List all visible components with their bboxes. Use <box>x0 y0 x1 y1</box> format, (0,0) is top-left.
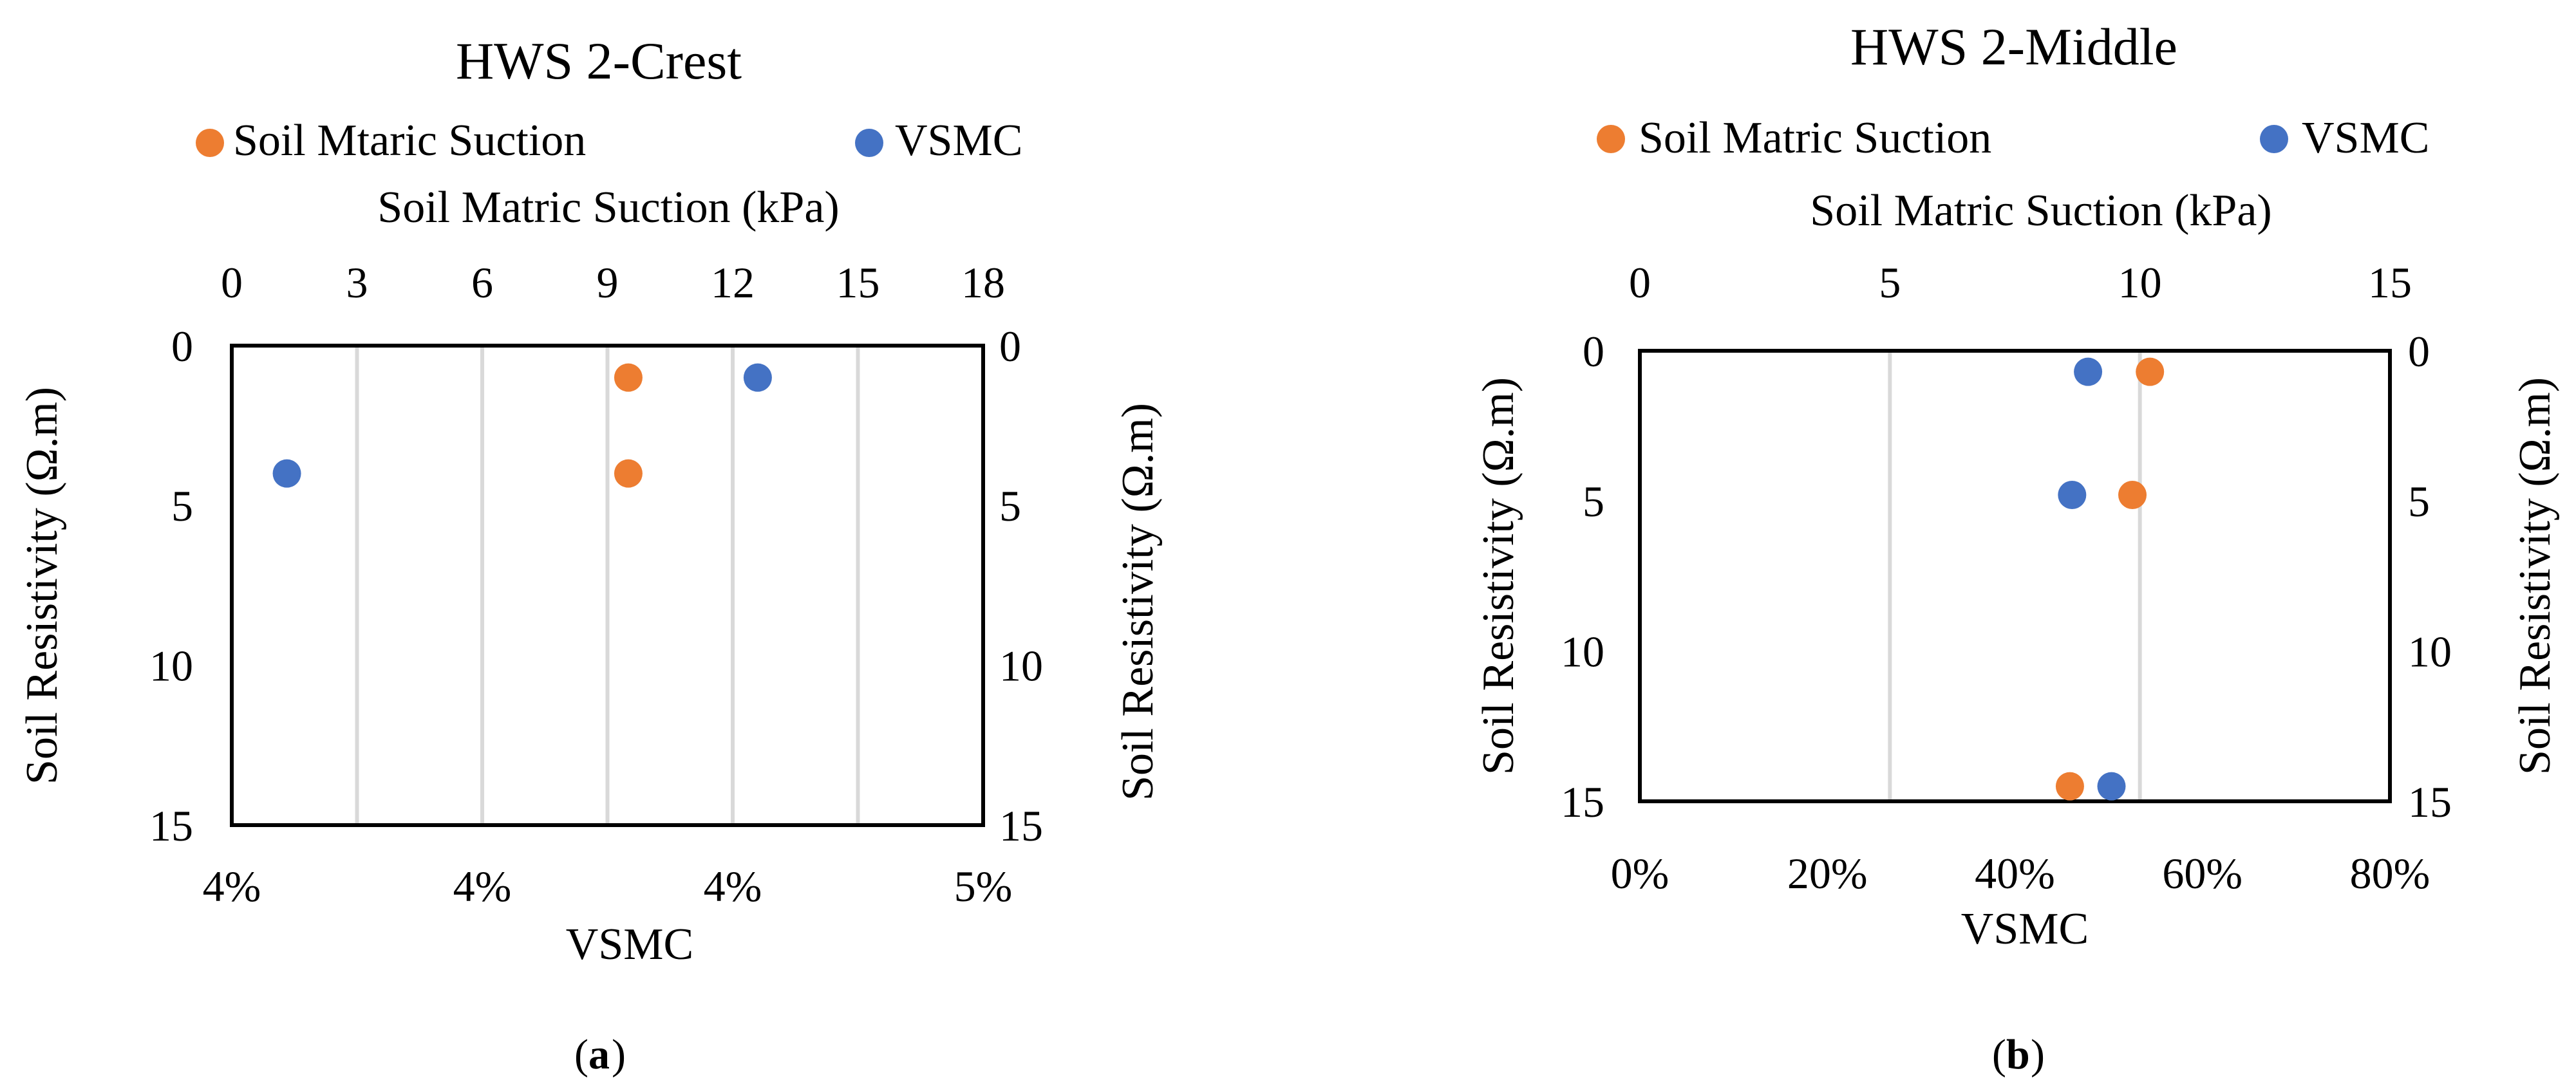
vsmc-point <box>2097 772 2126 801</box>
left-tick-label: 15 <box>149 801 193 850</box>
caption-close-paren: ) <box>612 1031 626 1078</box>
caption-open-paren: ( <box>574 1031 588 1078</box>
top-tick-label: 18 <box>961 258 1005 307</box>
soil-suction-point <box>2118 481 2147 509</box>
chart-title: HWS 2-Crest <box>456 32 742 90</box>
legend-label-vsmc: VSMC <box>895 116 1022 165</box>
soil-suction-point <box>614 459 643 488</box>
soil-suction-point <box>2055 772 2084 801</box>
right-tick-label: 10 <box>999 641 1043 690</box>
right-axis-ticks: 0 5 10 15 <box>2408 327 2452 826</box>
top-tick-label: 3 <box>346 258 368 307</box>
vsmc-point <box>2074 357 2103 386</box>
data-points <box>272 363 772 488</box>
bottom-tick-label: 4% <box>453 862 512 911</box>
top-axis-ticks: 0 3 6 9 12 15 18 <box>221 258 1005 307</box>
bottom-axis-label: VSMC <box>566 920 693 969</box>
soil-suction-point <box>614 363 643 392</box>
data-points <box>2055 357 2165 801</box>
left-tick-label: 10 <box>1561 627 1604 676</box>
left-axis-ticks: 0 5 10 15 <box>149 322 193 850</box>
top-tick-label: 0 <box>221 258 243 307</box>
right-tick-label: 10 <box>2408 627 2452 676</box>
right-tick-label: 0 <box>2408 327 2430 376</box>
top-tick-label: 6 <box>471 258 493 307</box>
right-axis-label: Soil Resistivity (Ω.m) <box>2510 377 2560 775</box>
right-tick-label: 5 <box>2408 477 2430 526</box>
legend-marker-soil-suction <box>196 129 224 157</box>
top-axis-ticks: 0 5 10 15 <box>1629 258 2412 307</box>
top-tick-label: 15 <box>2368 258 2412 307</box>
vsmc-point <box>743 363 772 392</box>
chart-panel-a: HWS 2-Crest Soil Mtaric Suction VSMC Soi… <box>17 32 1163 1078</box>
bottom-axis-ticks: 0% 20% 40% 60% 80% <box>1611 849 2430 898</box>
bottom-tick-label: 4% <box>704 862 762 911</box>
legend-label-vsmc: VSMC <box>2302 113 2429 163</box>
plot-area <box>230 344 985 827</box>
top-tick-label: 5 <box>1879 258 1901 307</box>
left-axis-ticks: 0 5 10 15 <box>1561 327 1604 826</box>
left-axis-label: Soil Resistivity (Ω.m) <box>17 387 67 785</box>
top-axis-label: Soil Matric Suction (kPa) <box>377 183 839 232</box>
caption-close-paren: ) <box>2031 1031 2045 1078</box>
right-tick-label: 15 <box>2408 777 2452 826</box>
left-tick-label: 0 <box>1583 327 1604 376</box>
bottom-tick-label: 0% <box>1611 849 1669 898</box>
bottom-tick-label: 20% <box>1787 849 1868 898</box>
bottom-tick-label: 5% <box>954 862 1013 911</box>
plot-area <box>1638 349 2392 803</box>
bottom-tick-label: 40% <box>1975 849 2055 898</box>
bottom-tick-label: 60% <box>2162 849 2242 898</box>
top-tick-label: 10 <box>2118 258 2162 307</box>
vsmc-point <box>2058 481 2087 509</box>
top-tick-label: 12 <box>711 258 755 307</box>
chart-title: HWS 2-Middle <box>1850 17 2177 76</box>
legend-label-soil-suction: Soil Matric Suction <box>1639 113 1991 163</box>
caption-letter: b <box>2006 1031 2030 1078</box>
top-tick-label: 9 <box>597 258 619 307</box>
left-tick-label: 0 <box>171 322 193 371</box>
left-tick-label: 10 <box>149 641 193 690</box>
right-tick-label: 5 <box>999 481 1021 530</box>
bottom-tick-label: 80% <box>2350 849 2430 898</box>
left-tick-label: 15 <box>1561 777 1604 826</box>
legend-marker-vsmc <box>855 129 883 157</box>
right-axis-label: Soil Resistivity (Ω.m) <box>1113 403 1163 801</box>
left-tick-label: 5 <box>171 481 193 530</box>
left-tick-label: 5 <box>1583 477 1604 526</box>
legend: Soil Mtaric Suction VSMC <box>196 116 1022 165</box>
legend-marker-soil-suction <box>1597 125 1625 153</box>
vsmc-point <box>272 459 301 488</box>
left-axis-label: Soil Resistivity (Ω.m) <box>1474 377 1523 775</box>
caption-open-paren: ( <box>1992 1031 2006 1078</box>
caption: ( a ) <box>574 1031 626 1078</box>
right-tick-label: 0 <box>999 322 1021 371</box>
chart-panel-b: HWS 2-Middle Soil Matric Suction VSMC So… <box>1474 17 2560 1078</box>
caption: ( b ) <box>1992 1031 2045 1078</box>
bottom-axis-label: VSMC <box>1961 904 2089 954</box>
caption-letter: a <box>588 1031 610 1078</box>
legend-marker-vsmc <box>2260 125 2288 153</box>
legend: Soil Matric Suction VSMC <box>1597 113 2429 163</box>
bottom-axis-ticks: 4% 4% 4% 5% <box>203 862 1013 911</box>
gridlines <box>1888 351 2142 801</box>
top-axis-label: Soil Matric Suction (kPa) <box>1810 186 2271 236</box>
gridlines <box>355 346 860 825</box>
legend-label-soil-suction: Soil Mtaric Suction <box>233 116 586 165</box>
right-axis-ticks: 0 5 10 15 <box>999 322 1043 850</box>
right-tick-label: 15 <box>999 801 1043 850</box>
soil-suction-point <box>2136 357 2165 386</box>
bottom-tick-label: 4% <box>203 862 261 911</box>
top-tick-label: 0 <box>1629 258 1651 307</box>
top-tick-label: 15 <box>836 258 880 307</box>
